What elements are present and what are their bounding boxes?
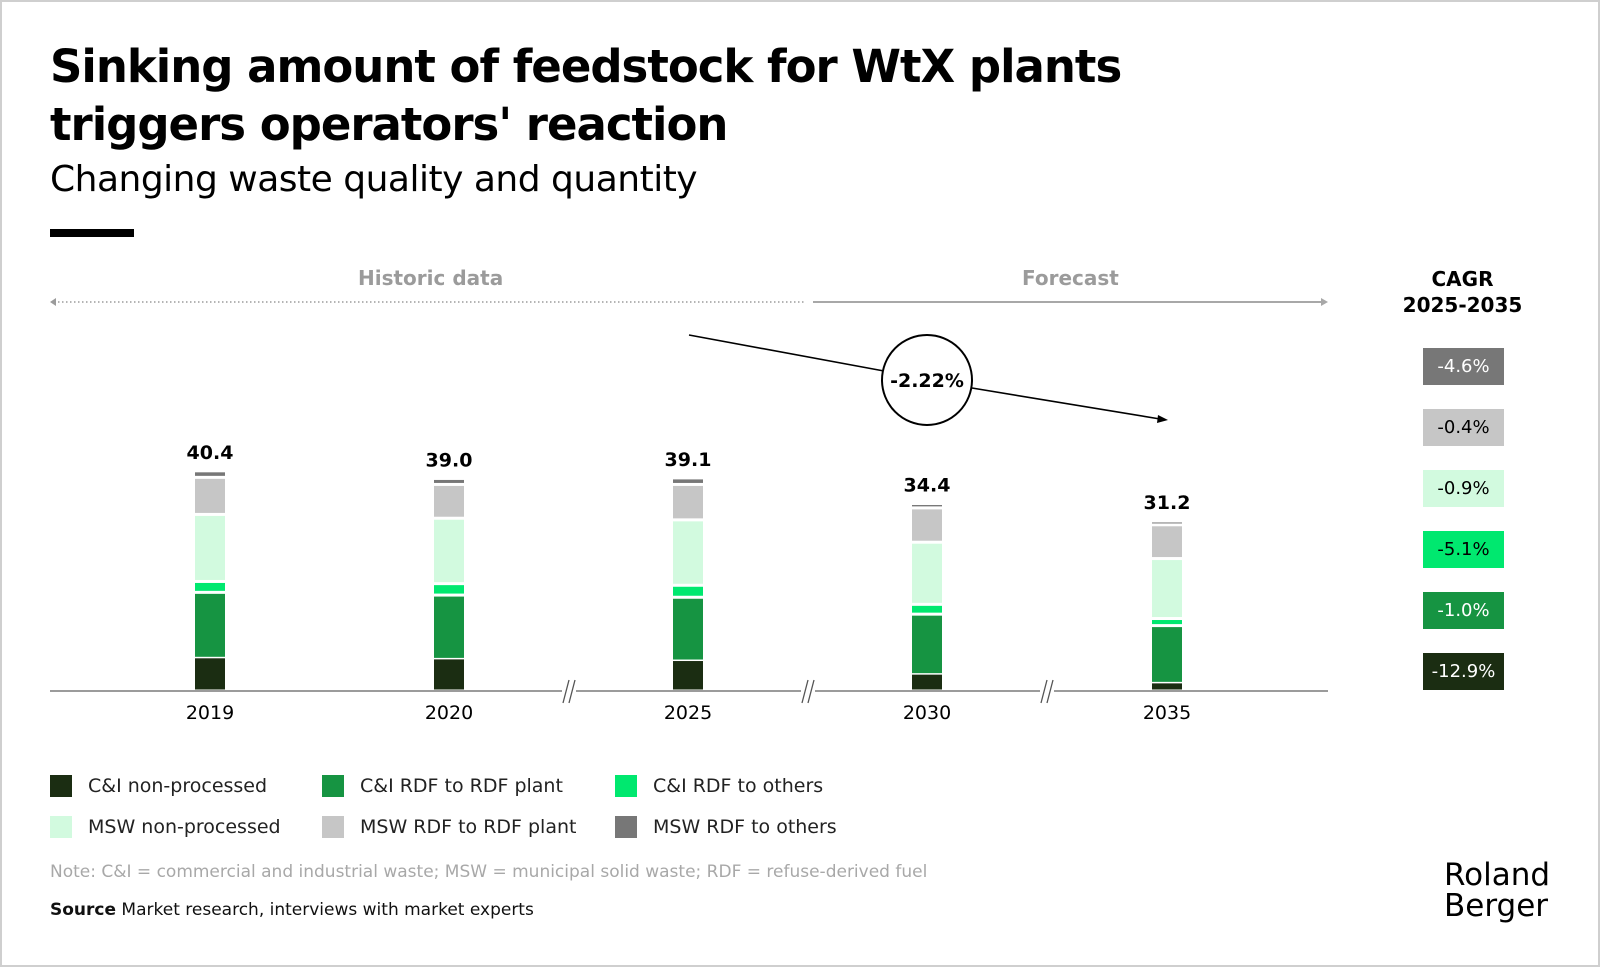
legend-item-c-i-rdf-to-others: C&I RDF to others xyxy=(615,775,823,797)
legend-swatch xyxy=(615,816,637,838)
bar-segment-msw-rdf-to-rdf-plant-2025 xyxy=(673,485,703,519)
bar-segment-c-i-rdf-to-rdf-plant-2030 xyxy=(912,615,942,674)
trend-label: -2.22% xyxy=(890,370,964,392)
legend-label: C&I non-processed xyxy=(88,775,268,797)
trend-line-left xyxy=(688,334,885,372)
historic-data-label: Historic data xyxy=(358,266,504,290)
trend-arrow-head xyxy=(1157,415,1168,423)
legend-item-c-i-rdf-to-rdf-plant: C&I RDF to RDF plant xyxy=(322,775,563,797)
legend-item-msw-rdf-to-rdf-plant: MSW RDF to RDF plant xyxy=(322,816,576,838)
bar-segment-c-i-rdf-to-others-2019 xyxy=(195,582,225,591)
legend-item-msw-rdf-to-others: MSW RDF to others xyxy=(615,816,837,838)
trend-line-right xyxy=(971,387,1161,420)
x-tick-label-2025: 2025 xyxy=(664,702,712,724)
axis-break-2 xyxy=(801,679,815,704)
title-line-2: triggers operators' reaction xyxy=(50,98,728,151)
cagr-badge-c-i-non-processed: -12.9% xyxy=(1423,653,1504,690)
legend-item-msw-non-processed: MSW non-processed xyxy=(50,816,281,838)
legend-label: MSW RDF to others xyxy=(653,816,837,838)
trend-circle xyxy=(881,334,973,426)
bar-segment-msw-rdf-to-rdf-plant-2019 xyxy=(195,478,225,513)
source-line: Source Market research, interviews with … xyxy=(50,900,534,920)
cagr-title: CAGR xyxy=(1431,267,1494,291)
bar-segment-msw-non-processed-2025 xyxy=(673,521,703,584)
title-rule xyxy=(50,229,134,237)
bar-segment-c-i-non-processed-2020 xyxy=(434,659,464,690)
bar-segment-c-i-rdf-to-rdf-plant-2020 xyxy=(434,596,464,658)
legend-label: C&I RDF to others xyxy=(653,775,824,797)
total-label-2020: 39.0 xyxy=(426,449,473,471)
bar-segment-msw-non-processed-2020 xyxy=(434,519,464,583)
legend-item-c-i-non-processed: C&I non-processed xyxy=(50,775,267,797)
bar-segment-msw-rdf-to-rdf-plant-2020 xyxy=(434,485,464,517)
bar-segment-msw-rdf-to-others-2035 xyxy=(1152,522,1182,524)
chart-title: Sinking amount of feedstock for WtX plan… xyxy=(50,38,1122,154)
bar-segment-c-i-rdf-to-others-2030 xyxy=(912,605,942,613)
cagr-badge-msw-rdf-to-others: -4.6% xyxy=(1423,348,1504,385)
bar-segment-msw-rdf-to-others-2020 xyxy=(434,479,464,483)
bar-segment-c-i-rdf-to-others-2020 xyxy=(434,585,464,594)
bar-segment-c-i-non-processed-2019 xyxy=(195,658,225,690)
forecast-label: Forecast xyxy=(1022,266,1119,290)
bar-segment-msw-rdf-to-others-2019 xyxy=(195,472,225,476)
bar-segment-c-i-non-processed-2030 xyxy=(912,674,942,690)
cagr-badge-c-i-rdf-to-rdf-plant: -1.0% xyxy=(1423,592,1504,629)
bar-segment-c-i-non-processed-2025 xyxy=(673,661,703,690)
legend-swatch xyxy=(50,816,72,838)
legend-label: MSW RDF to RDF plant xyxy=(360,816,577,838)
total-label-2025: 39.1 xyxy=(665,449,712,471)
legend-label: C&I RDF to RDF plant xyxy=(360,775,563,797)
x-tick-label-2019: 2019 xyxy=(186,702,234,724)
bar-segment-msw-rdf-to-rdf-plant-2035 xyxy=(1152,526,1182,558)
legend-label: MSW non-processed xyxy=(88,816,281,838)
cagr-badge-msw-non-processed: -0.9% xyxy=(1423,470,1504,507)
forecast-arrow-head xyxy=(1321,298,1328,306)
logo-line-2: Berger xyxy=(1444,888,1549,924)
x-tick-label-2030: 2030 xyxy=(903,702,951,724)
bar-segment-c-i-non-processed-2035 xyxy=(1152,683,1182,690)
bar-segment-msw-rdf-to-others-2025 xyxy=(673,479,703,483)
title-line-1: Sinking amount of feedstock for WtX plan… xyxy=(50,40,1122,93)
bar-segment-msw-non-processed-2019 xyxy=(195,515,225,580)
x-tick-label-2035: 2035 xyxy=(1143,702,1191,724)
roland-berger-logo: Roland Berger xyxy=(1444,860,1550,922)
bars-group: 40.4 2019 39.0 2020 39.1 2025 34.4 2030 31.2 2035 xyxy=(186,442,1191,724)
legend-swatch xyxy=(50,775,72,797)
legend-swatch xyxy=(322,775,344,797)
cagr-badge-msw-rdf-to-rdf-plant: -0.4% xyxy=(1423,409,1504,446)
bar-segment-c-i-rdf-to-rdf-plant-2035 xyxy=(1152,627,1182,682)
bar-segment-msw-non-processed-2030 xyxy=(912,543,942,603)
footnote: Note: C&I = commercial and industrial wa… xyxy=(50,862,928,882)
legend-swatch xyxy=(322,816,344,838)
axis-break-1 xyxy=(562,679,576,704)
cagr-badge-c-i-rdf-to-others: -5.1% xyxy=(1423,531,1504,568)
bar-segment-c-i-rdf-to-others-2025 xyxy=(673,586,703,596)
axis-break-3 xyxy=(1040,679,1054,704)
x-tick-label-2020: 2020 xyxy=(425,702,473,724)
bar-segment-msw-rdf-to-others-2030 xyxy=(912,505,942,507)
total-label-2035: 31.2 xyxy=(1144,492,1191,514)
source-text: Market research, interviews with market … xyxy=(116,900,534,920)
total-label-2019: 40.4 xyxy=(187,442,234,464)
bar-segment-c-i-rdf-to-others-2035 xyxy=(1152,620,1182,625)
bar-segment-msw-non-processed-2035 xyxy=(1152,560,1182,618)
historic-arrow-head xyxy=(50,298,56,306)
legend-swatch xyxy=(615,775,637,797)
bar-segment-c-i-rdf-to-rdf-plant-2019 xyxy=(195,593,225,657)
total-label-2030: 34.4 xyxy=(904,475,951,497)
bar-segment-c-i-rdf-to-rdf-plant-2025 xyxy=(673,598,703,660)
source-label: Source xyxy=(50,900,117,920)
chart-subtitle: Changing waste quality and quantity xyxy=(50,159,698,200)
bar-segment-msw-rdf-to-rdf-plant-2030 xyxy=(912,509,942,541)
cagr-header: CAGR 2025-2035 xyxy=(1395,266,1530,318)
logo-line-1: Roland xyxy=(1444,857,1551,893)
cagr-period: 2025-2035 xyxy=(1402,293,1523,317)
